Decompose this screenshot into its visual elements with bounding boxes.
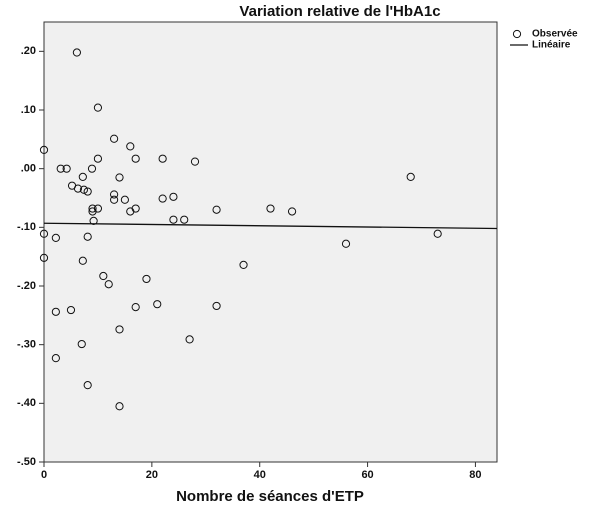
data-point <box>190 157 200 166</box>
y-tick-label: .20 <box>21 45 36 57</box>
data-point <box>77 339 86 349</box>
data-point <box>158 154 167 163</box>
data-point <box>99 271 108 281</box>
data-point <box>131 154 140 163</box>
data-point <box>78 172 87 181</box>
data-point <box>169 215 178 224</box>
data-point <box>83 187 92 196</box>
data-point <box>212 205 221 214</box>
legend-label: Linéaire <box>532 40 571 51</box>
data-point <box>56 164 65 173</box>
data-point <box>131 303 140 312</box>
plot-area <box>43 21 498 463</box>
data-point <box>51 307 60 316</box>
data-point <box>212 301 221 311</box>
data-point <box>126 142 135 151</box>
data-point <box>433 229 442 238</box>
data-point <box>72 48 81 57</box>
data-point <box>93 204 103 213</box>
data-point <box>66 305 76 315</box>
y-tick-label: -.40 <box>17 397 36 409</box>
data-point <box>110 195 119 204</box>
data-point <box>88 204 97 213</box>
data-point <box>120 195 129 204</box>
legend-label: Observée <box>532 29 578 40</box>
data-point <box>153 300 162 309</box>
data-point <box>62 164 71 173</box>
data-point <box>406 172 415 181</box>
data-point <box>89 216 98 225</box>
data-point <box>142 274 151 284</box>
y-tick-label: -.20 <box>17 280 36 292</box>
x-tick-label: 0 <box>41 469 47 481</box>
x-tick-label: 80 <box>469 469 481 481</box>
legend-symbol <box>512 29 522 39</box>
data-point <box>87 164 97 173</box>
data-point <box>79 185 89 194</box>
data-point <box>39 253 49 262</box>
y-tick-label: .00 <box>21 163 36 175</box>
data-point <box>83 232 92 241</box>
data-point <box>180 215 189 224</box>
data-point <box>158 194 167 203</box>
y-tick-label: -.10 <box>17 221 36 233</box>
x-tick-label: 40 <box>254 469 266 481</box>
data-point <box>104 280 113 289</box>
fit-line <box>43 222 498 230</box>
x-tick-label: 60 <box>361 469 373 481</box>
chart-title: Variation relative de l'HbA1c <box>239 3 440 20</box>
data-point <box>115 173 124 182</box>
data-point <box>341 239 351 248</box>
data-point <box>78 256 87 265</box>
data-point <box>93 154 103 163</box>
data-point <box>73 184 83 193</box>
data-point <box>39 229 49 238</box>
data-point <box>39 145 49 154</box>
data-point <box>110 190 119 199</box>
data-point <box>287 207 297 216</box>
data-point <box>83 381 92 390</box>
data-point <box>93 103 103 112</box>
data-point <box>110 134 119 143</box>
data-point <box>131 204 140 213</box>
data-point <box>169 192 178 201</box>
y-tick-label: .10 <box>21 104 36 116</box>
x-axis-title: Nombre de séances d'ETP <box>176 488 364 505</box>
x-tick-label: 20 <box>146 469 158 481</box>
y-tick-label: -.50 <box>17 456 36 468</box>
data-point <box>239 260 248 269</box>
data-point <box>51 354 60 363</box>
y-tick-label: -.30 <box>17 339 36 351</box>
data-point <box>115 325 124 334</box>
data-point <box>115 402 124 411</box>
data-point <box>185 335 194 344</box>
data-point <box>266 204 275 213</box>
data-point <box>51 233 60 242</box>
